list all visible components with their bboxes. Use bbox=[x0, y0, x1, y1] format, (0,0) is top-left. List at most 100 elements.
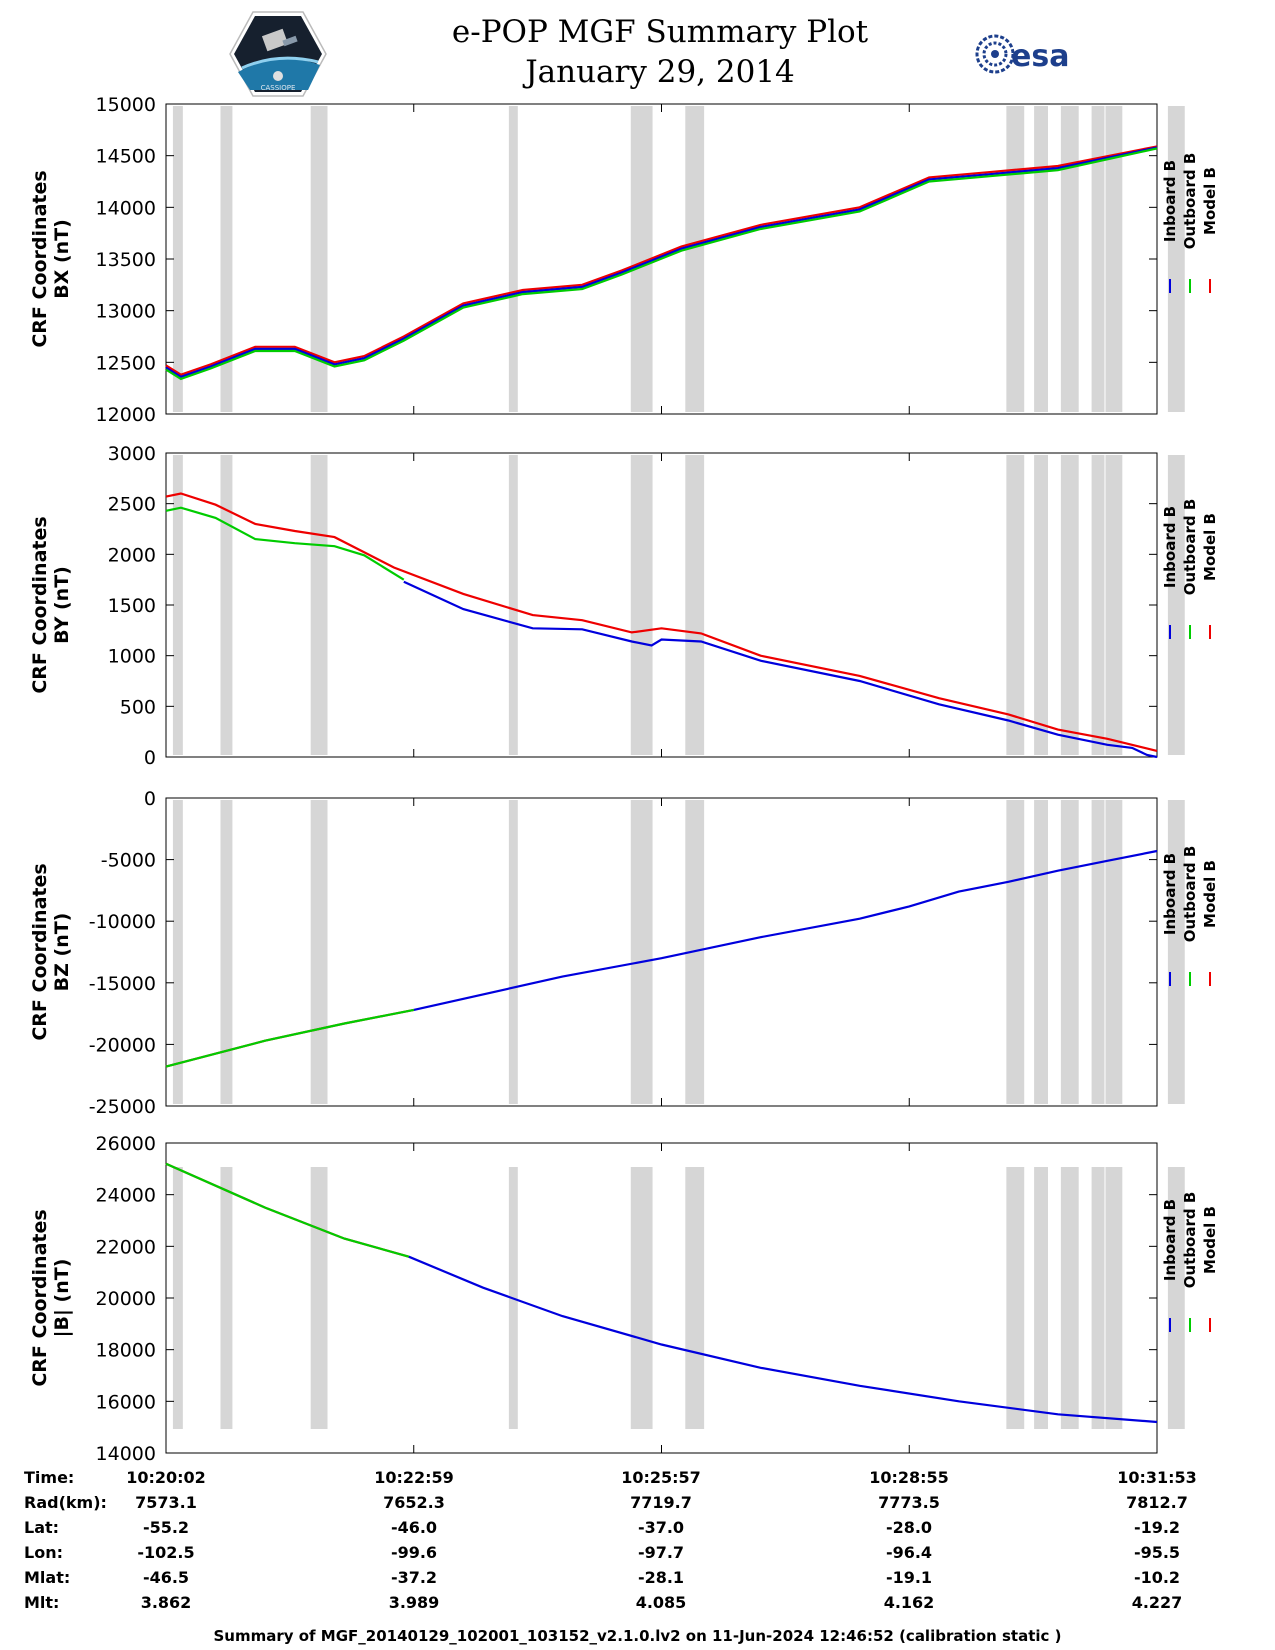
y-axis-label: CRF Coordinates bbox=[29, 170, 51, 347]
ephemeris-value: 7573.1 bbox=[135, 1493, 197, 1512]
series-line-model-b bbox=[165, 1008, 415, 1068]
y-axis-label: CRF Coordinates bbox=[29, 516, 51, 693]
data-gap-band bbox=[1006, 106, 1025, 412]
ephemeris-value: -95.5 bbox=[1134, 1543, 1180, 1562]
ephemeris-value: 3.862 bbox=[141, 1593, 192, 1612]
data-gap-band bbox=[685, 106, 705, 412]
data-gap-band bbox=[1091, 106, 1105, 412]
data-gap-band bbox=[172, 106, 183, 412]
esa-logo: esa bbox=[975, 34, 1069, 74]
y-axis-label: CRF Coordinates bbox=[29, 863, 51, 1040]
ephemeris-value: -46.0 bbox=[391, 1518, 437, 1537]
data-gap-band bbox=[220, 1167, 233, 1429]
y-tick-label: 26000 bbox=[96, 1133, 156, 1155]
data-gap-band bbox=[1105, 106, 1123, 412]
data-gap-band bbox=[1034, 455, 1048, 755]
ephemeris-value: 7773.5 bbox=[878, 1493, 940, 1512]
data-gap-band bbox=[1006, 800, 1025, 1104]
ephemeris-value: 10:22:59 bbox=[374, 1468, 454, 1487]
y-tick-label: 14000 bbox=[96, 197, 156, 219]
data-gap-band bbox=[508, 106, 518, 412]
panel-bx: 12000 12500 13000 13500 14000 14500 15000 CRF C… bbox=[29, 94, 1219, 426]
y-tick-label: 15000 bbox=[96, 94, 156, 116]
legend-label: Model B bbox=[1201, 513, 1219, 581]
ephemeris-row-label: Rad(km): bbox=[24, 1493, 107, 1512]
ephemeris-table: Time: Rad(km): Lat: Lon: Mlat: Mlt: 10:20:02 75… bbox=[24, 1468, 1197, 1612]
series-line-inboard-b bbox=[165, 146, 1158, 379]
y-tick-label: -20000 bbox=[89, 1034, 156, 1056]
panel-absbabs: 14000 16000 18000 20000 22000 24000 26000 CRF C… bbox=[29, 1133, 1219, 1465]
panel-by: 0 500 1000 1500 2000 2500 3000 CRF Coordinates B… bbox=[29, 443, 1219, 769]
y-tick-label: -5000 bbox=[101, 850, 156, 872]
data-gap-band bbox=[1105, 455, 1123, 755]
data-gap-band bbox=[685, 455, 705, 755]
ephemeris-value: -97.7 bbox=[638, 1543, 684, 1562]
series-line-outboard-b bbox=[165, 1162, 410, 1258]
y-tick-label: 0 bbox=[144, 747, 156, 769]
legend-label: Outboard B bbox=[1181, 1192, 1199, 1289]
legend-label: Outboard B bbox=[1181, 846, 1199, 943]
y-tick-label: -15000 bbox=[89, 973, 156, 995]
legend-label: Outboard B bbox=[1181, 153, 1199, 250]
y-tick-label: 16000 bbox=[96, 1391, 156, 1413]
y-tick-label: 3000 bbox=[108, 443, 156, 465]
y-tick-label: 14500 bbox=[96, 146, 156, 168]
y-axis-label: BY (nT) bbox=[51, 566, 73, 644]
plot-date: January 29, 2014 bbox=[525, 54, 795, 90]
y-tick-label: -25000 bbox=[89, 1096, 156, 1118]
data-gap-band bbox=[1105, 1167, 1123, 1429]
file-summary-footer: Summary of MGF_20140129_102001_103152_v2… bbox=[213, 1627, 1062, 1645]
y-tick-label: 1500 bbox=[108, 595, 156, 617]
y-tick-label: 20000 bbox=[96, 1288, 156, 1310]
legend-label: Inboard B bbox=[1161, 1199, 1179, 1281]
data-gap-band bbox=[1034, 800, 1048, 1104]
y-tick-label: 22000 bbox=[96, 1236, 156, 1258]
series-line-inboard-b bbox=[408, 1255, 1158, 1424]
data-gap-band bbox=[1006, 455, 1025, 755]
data-gap-band bbox=[310, 800, 328, 1104]
data-gap-band bbox=[1167, 455, 1185, 755]
data-gap-band bbox=[1091, 800, 1105, 1104]
ephemeris-value: 10:28:55 bbox=[869, 1468, 949, 1487]
ephemeris-value: -96.4 bbox=[886, 1543, 932, 1562]
data-gap-band bbox=[630, 800, 653, 1104]
cassiope-mission-logo: CASSIOPE bbox=[229, 11, 327, 97]
y-tick-label: -10000 bbox=[89, 911, 156, 933]
legend-label: Inboard B bbox=[1161, 160, 1179, 242]
logo-caption: CASSIOPE bbox=[261, 84, 296, 92]
data-gap-band bbox=[1060, 1167, 1079, 1429]
legend-label: Model B bbox=[1201, 167, 1219, 235]
data-gap-band bbox=[1060, 800, 1079, 1104]
esa-wordmark: esa bbox=[1011, 39, 1069, 74]
ephemeris-value: -37.2 bbox=[391, 1568, 437, 1587]
legend-label: Model B bbox=[1201, 1206, 1219, 1274]
data-gap-band bbox=[1006, 1167, 1025, 1429]
data-gap-band bbox=[172, 800, 183, 1104]
ephemeris-value: -55.2 bbox=[143, 1518, 189, 1537]
ephemeris-row-label: Mlat: bbox=[24, 1568, 70, 1587]
data-gap-band bbox=[630, 455, 653, 755]
y-tick-label: 13500 bbox=[96, 249, 156, 271]
ephemeris-value: -37.0 bbox=[638, 1518, 684, 1537]
ephemeris-value: -28.1 bbox=[638, 1568, 684, 1587]
ephemeris-value: -46.5 bbox=[143, 1568, 189, 1587]
y-tick-label: 1000 bbox=[108, 646, 156, 668]
y-tick-label: 18000 bbox=[96, 1340, 156, 1362]
ephemeris-value: -19.1 bbox=[886, 1568, 932, 1587]
data-gap-band bbox=[630, 1167, 653, 1429]
series-line-inboard-b bbox=[403, 580, 1158, 759]
legend-label: Inboard B bbox=[1161, 506, 1179, 588]
plot-title: e-POP MGF Summary Plot bbox=[451, 14, 869, 50]
data-gap-band bbox=[508, 455, 518, 755]
y-tick-label: 0 bbox=[144, 788, 156, 810]
series-line-inboard-b bbox=[413, 849, 1158, 1011]
data-gap-band bbox=[310, 1167, 328, 1429]
series-line-model-b bbox=[165, 492, 1158, 752]
y-tick-label: 13000 bbox=[96, 301, 156, 323]
series-line-model-b bbox=[165, 1162, 410, 1258]
data-gap-band bbox=[1060, 106, 1079, 412]
ephemeris-value: -28.0 bbox=[886, 1518, 932, 1537]
legend-label: Model B bbox=[1201, 860, 1219, 928]
legend-label: Inboard B bbox=[1161, 853, 1179, 935]
